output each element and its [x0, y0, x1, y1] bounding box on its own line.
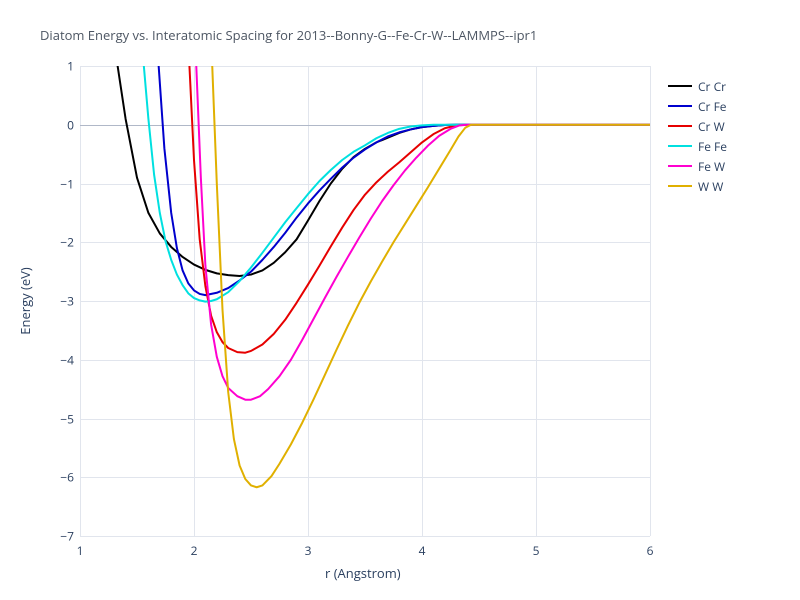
series-line[interactable]: [196, 66, 650, 400]
y-tick-label: −1: [50, 175, 74, 192]
legend-swatch: [668, 125, 692, 127]
legend-swatch: [668, 145, 692, 147]
x-axis-label: r (Angstrom): [325, 564, 401, 582]
y-tick-label: −5: [50, 410, 74, 427]
legend-label: Fe Fe: [698, 138, 727, 155]
chart-container: Diatom Energy vs. Interatomic Spacing fo…: [0, 0, 800, 600]
y-axis-label: Energy (eV): [16, 267, 34, 334]
legend-item[interactable]: W W: [668, 176, 727, 196]
x-tick-label: 5: [533, 542, 540, 559]
y-tick-label: 1: [50, 58, 74, 75]
legend-label: Cr W: [698, 118, 725, 135]
y-tick-label: −4: [50, 351, 74, 368]
legend-item[interactable]: Fe W: [668, 156, 727, 176]
grid-line-vertical: [650, 66, 651, 536]
y-tick-label: −6: [50, 469, 74, 486]
legend-item[interactable]: Cr W: [668, 116, 727, 136]
series-line[interactable]: [212, 66, 650, 487]
legend-label: Fe W: [698, 158, 725, 175]
series-svg: [80, 66, 650, 536]
series-line[interactable]: [159, 66, 650, 295]
y-tick-label: −7: [50, 528, 74, 545]
y-tick-label: −2: [50, 234, 74, 251]
legend-item[interactable]: Cr Cr: [668, 76, 727, 96]
x-tick-label: 3: [305, 542, 312, 559]
legend-swatch: [668, 165, 692, 167]
legend-label: Cr Cr: [698, 78, 726, 95]
x-tick-label: 4: [419, 542, 426, 559]
x-tick-label: 2: [191, 542, 198, 559]
legend-item[interactable]: Cr Fe: [668, 96, 727, 116]
grid-line-horizontal: [80, 536, 650, 537]
y-tick-label: −3: [50, 293, 74, 310]
legend-swatch: [668, 185, 692, 187]
y-tick-label: 0: [50, 116, 74, 133]
legend-label: Cr Fe: [698, 98, 727, 115]
legend-label: W W: [698, 178, 723, 195]
legend-swatch: [668, 85, 692, 87]
legend: Cr Cr Cr Fe Cr W Fe Fe Fe W W W: [668, 76, 727, 196]
legend-item[interactable]: Fe Fe: [668, 136, 727, 156]
x-tick-label: 1: [77, 542, 84, 559]
x-tick-label: 6: [647, 542, 654, 559]
chart-title: Diatom Energy vs. Interatomic Spacing fo…: [40, 26, 537, 44]
legend-swatch: [668, 105, 692, 107]
series-line[interactable]: [189, 66, 650, 353]
